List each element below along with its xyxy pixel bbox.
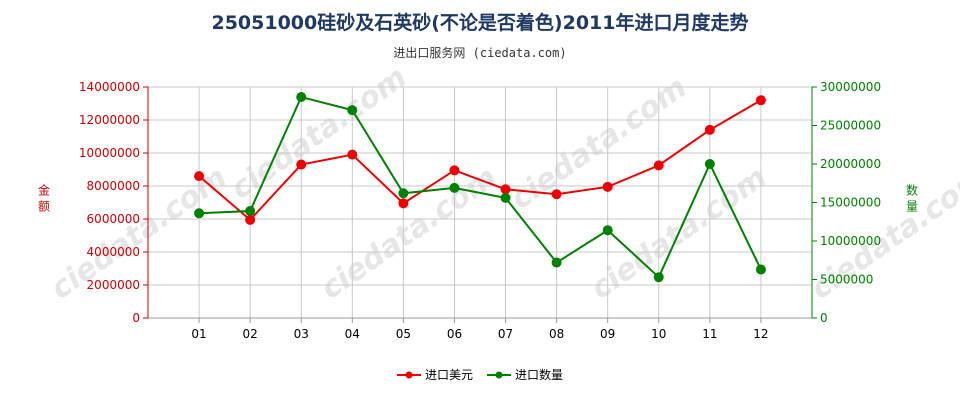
- right-tick-label-1: 5000000: [820, 273, 873, 287]
- series-0-point-8: [602, 181, 613, 192]
- series-0-point-1: [245, 214, 256, 225]
- series-1-point-11: [755, 264, 766, 275]
- series-1-point-10: [704, 159, 715, 169]
- series-1-point-9: [653, 272, 664, 283]
- left-tick-label-5: 10000000: [79, 146, 140, 160]
- x-tick-label-5: 06: [447, 327, 462, 341]
- series-1-point-3: [347, 105, 358, 116]
- series-0-point-11: [755, 95, 766, 106]
- series-1-point-4: [398, 188, 409, 199]
- legend-marker-1: [495, 371, 503, 379]
- series-1-point-5: [449, 182, 460, 193]
- x-tick-label-8: 09: [600, 327, 615, 341]
- legend-marker-0: [405, 371, 413, 379]
- series-0-point-6: [500, 184, 511, 195]
- right-tick-label-3: 15000000: [820, 196, 881, 210]
- right-axis-label: 数量: [906, 183, 918, 214]
- x-tick-label-2: 03: [294, 327, 309, 341]
- legend-label-1: 进口数量: [515, 367, 563, 382]
- x-tick-label-0: 01: [191, 327, 206, 341]
- series-0-point-0: [194, 171, 205, 182]
- series-line-0: [198, 99, 762, 222]
- left-tick-label-7: 14000000: [79, 80, 140, 94]
- series-0-point-10: [704, 124, 715, 135]
- left-tick-label-6: 12000000: [79, 113, 140, 127]
- left-tick-label-2: 4000000: [87, 245, 140, 259]
- right-tick-label-4: 20000000: [820, 157, 881, 171]
- left-tick-label-3: 6000000: [87, 212, 140, 226]
- series-1-point-7: [551, 257, 562, 268]
- right-tick-label-0: 0: [820, 311, 828, 325]
- chart-title: 25051000硅砂及石英砂(不论是否着色)2011年进口月度走势: [211, 12, 749, 34]
- chart-subtitle: 进出口服务网 (ciedata.com): [393, 46, 567, 60]
- x-tick-label-7: 08: [549, 327, 564, 341]
- right-tick-label-2: 10000000: [820, 234, 881, 248]
- series-1-point-8: [602, 225, 613, 236]
- series-1-point-0: [194, 208, 205, 219]
- series-1-point-1: [245, 205, 256, 216]
- x-tick-label-4: 05: [396, 327, 411, 341]
- series-line-1: [199, 95, 762, 279]
- series-0-point-5: [449, 165, 460, 176]
- x-tick-label-6: 07: [498, 327, 513, 341]
- right-tick-label-6: 30000000: [820, 80, 881, 94]
- series-0-point-3: [347, 149, 358, 160]
- left-tick-label-4: 8000000: [87, 179, 140, 193]
- left-tick-label-0: 0: [132, 311, 140, 325]
- x-tick-label-10: 11: [702, 327, 717, 341]
- series-0-point-7: [551, 189, 562, 200]
- left-axis-label: 金额: [38, 183, 50, 214]
- series-1-point-2: [296, 92, 307, 103]
- x-tick-label-9: 10: [651, 327, 666, 341]
- right-tick-label-5: 25000000: [820, 119, 881, 133]
- x-tick-label-1: 02: [243, 327, 258, 341]
- series-0-point-4: [398, 198, 409, 209]
- series-1-point-6: [500, 192, 511, 203]
- watermark-5: ciedata.com: [505, 70, 694, 217]
- left-tick-label-1: 2000000: [87, 278, 140, 292]
- series-0-point-2: [296, 159, 307, 170]
- legend-label-0: 进口美元: [425, 368, 473, 382]
- x-tick-label-11: 12: [753, 327, 768, 341]
- series-0-point-9: [653, 160, 664, 171]
- x-tick-label-3: 04: [345, 327, 360, 341]
